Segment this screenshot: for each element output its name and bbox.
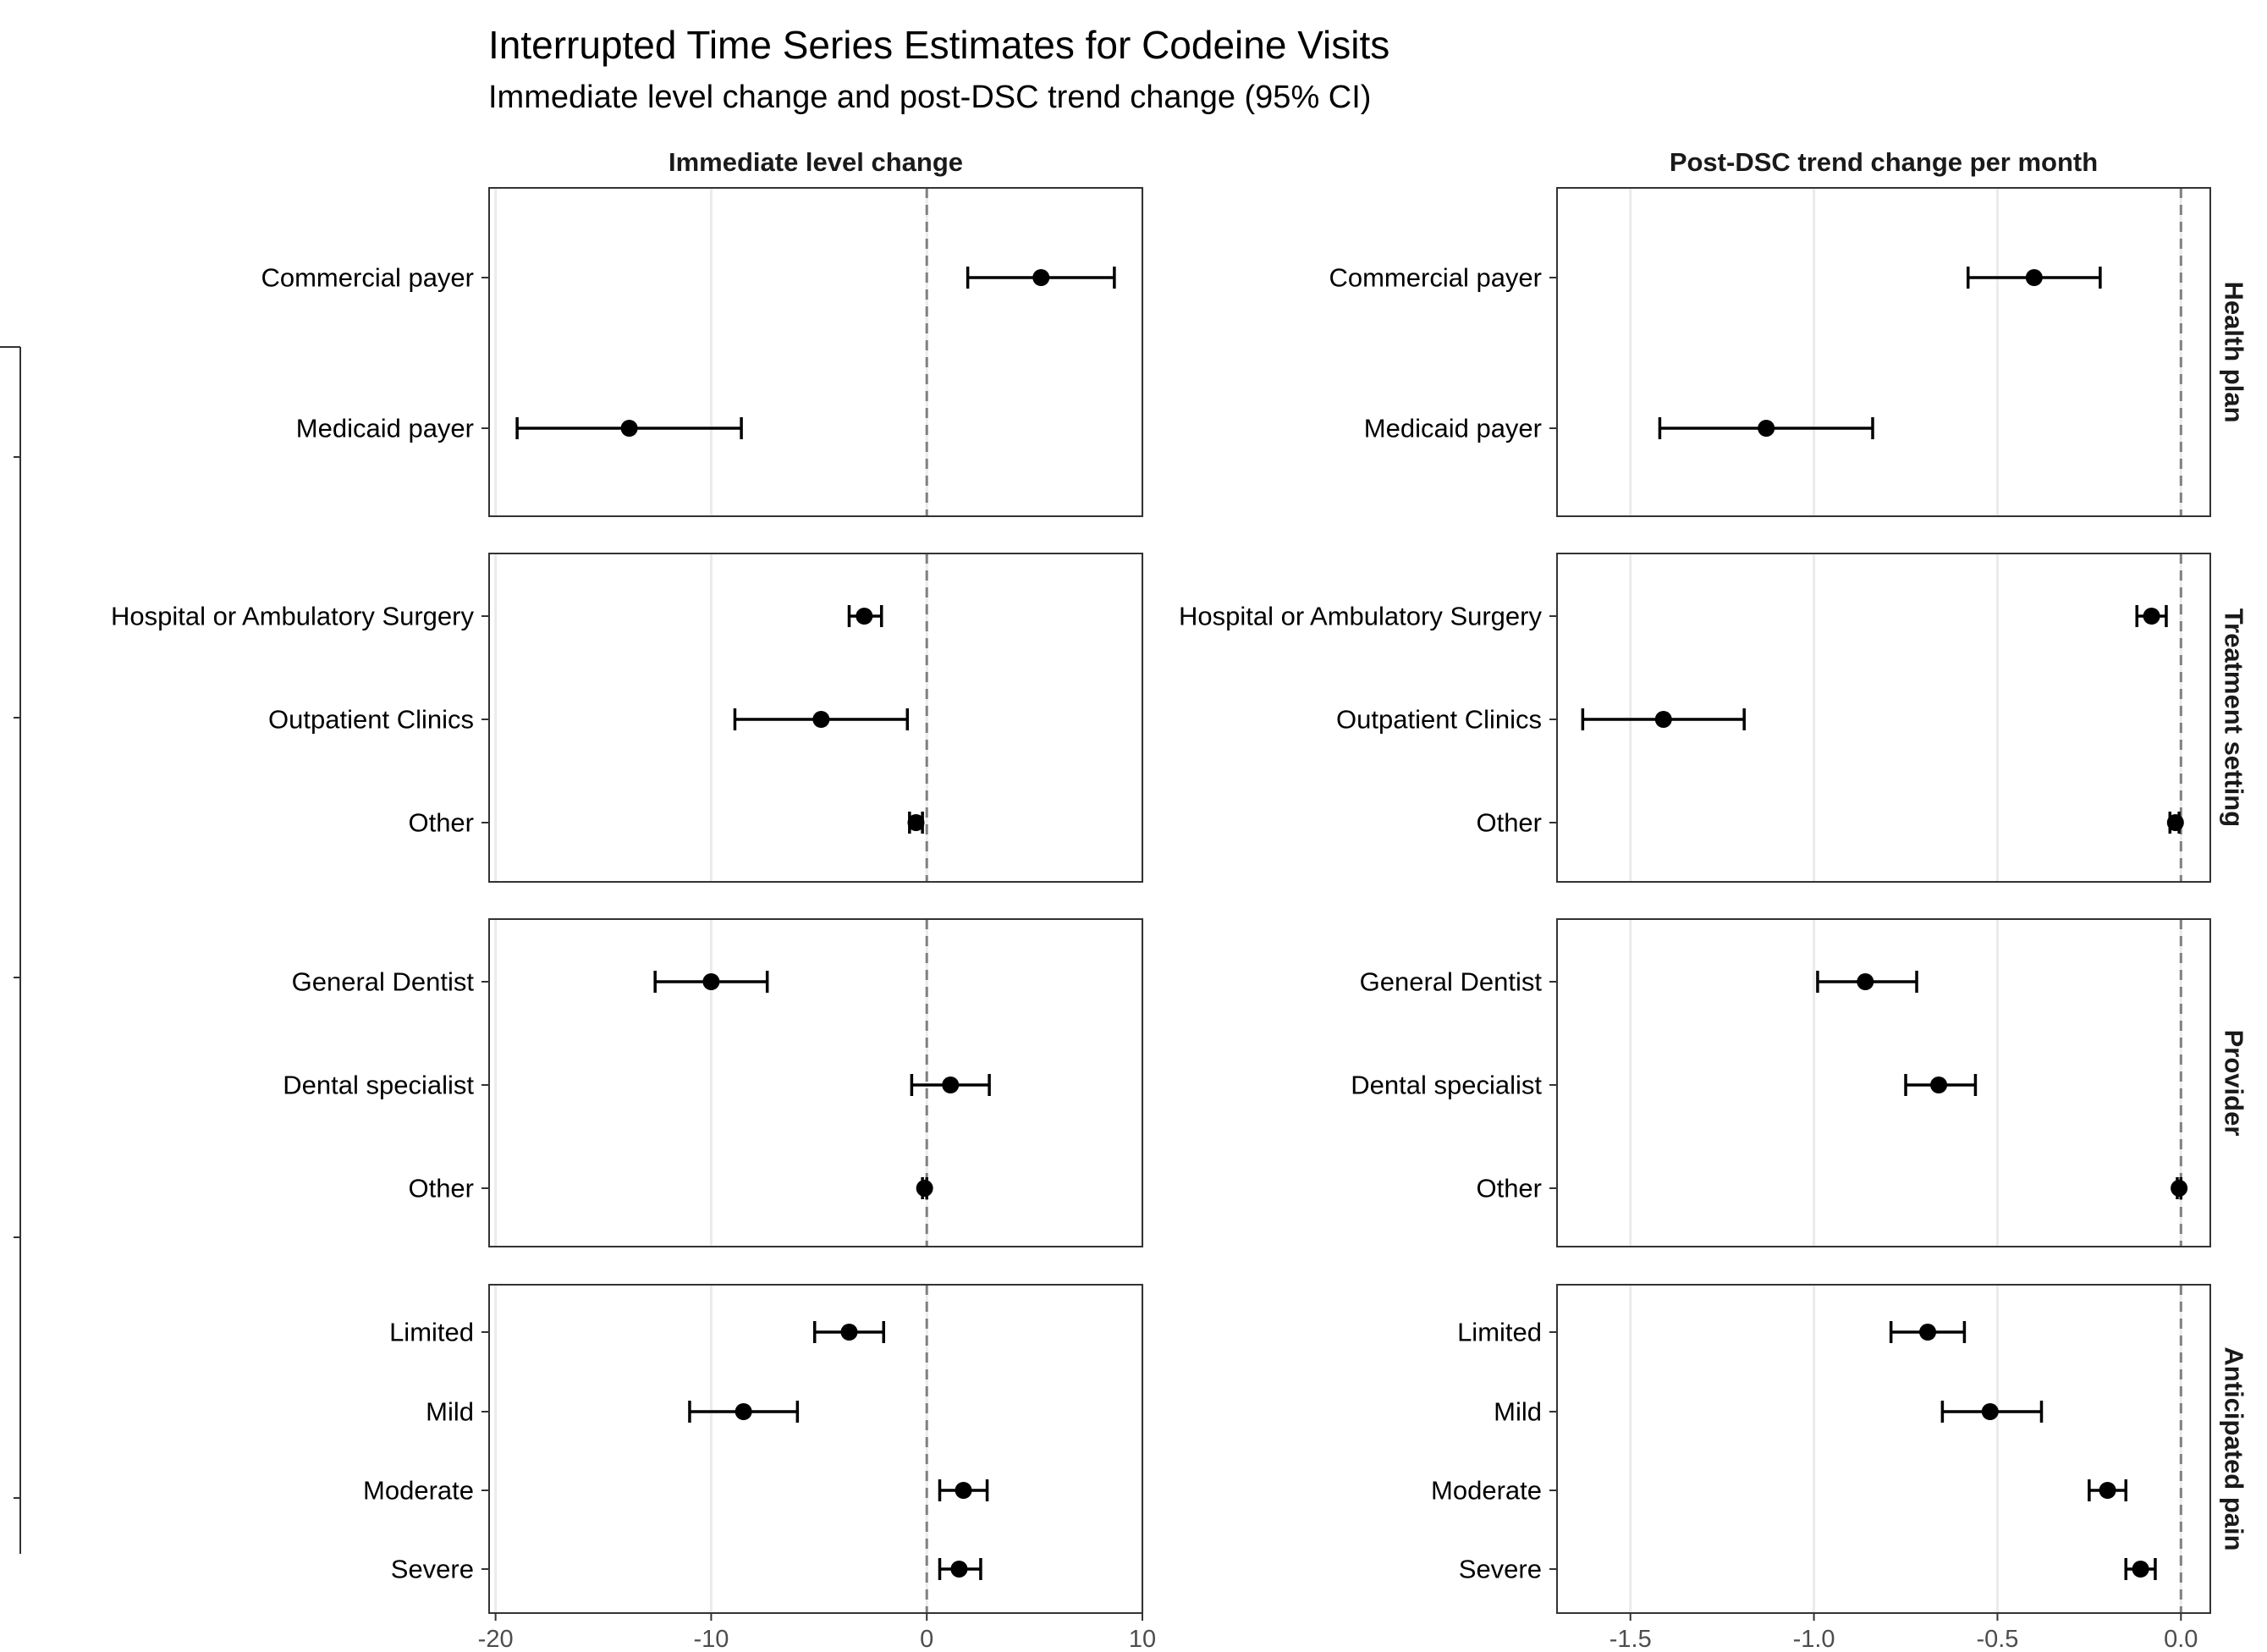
y-tick-label: Limited — [1457, 1318, 1542, 1347]
panel-background — [1557, 188, 2210, 516]
estimate-point — [2143, 608, 2160, 625]
estimate-point — [2025, 269, 2043, 286]
panel-border — [1556, 1284, 2211, 1614]
y-tick-label: Commercial payer — [261, 263, 474, 293]
y-tick-label: Medicaid payer — [1364, 414, 1542, 443]
chart-subtitle: Immediate level change and post-DSC tren… — [488, 80, 1372, 115]
estimate-point — [1930, 1077, 1948, 1093]
estimate-point — [1032, 269, 1050, 286]
panel-border — [488, 918, 1143, 1247]
estimate-point — [840, 1324, 858, 1341]
estimate-point — [856, 608, 873, 625]
y-tick-label: Outpatient Clinics — [268, 705, 474, 735]
column-strip-label: Immediate level change — [669, 147, 963, 177]
y-tick-label: Severe — [1459, 1555, 1542, 1584]
y-tick-label: Dental specialist — [1351, 1071, 1542, 1100]
x-tick-label: -10 — [693, 1626, 729, 1652]
estimate-point — [812, 711, 830, 728]
y-tick-label: Hospital or Ambulatory Surgery — [1179, 602, 1543, 631]
y-tick-label: Other — [408, 808, 474, 838]
panel-background — [489, 919, 1142, 1247]
panel-background — [489, 188, 1142, 516]
x-tick-label: -0.5 — [1976, 1626, 2018, 1652]
estimate-point — [955, 1482, 972, 1499]
panel-background — [1557, 919, 2210, 1247]
x-tick-label: 0 — [920, 1626, 933, 1652]
chart-title: Interrupted Time Series Estimates for Co… — [488, 23, 1390, 67]
estimate-point — [950, 1561, 968, 1578]
estimate-point — [702, 973, 720, 990]
y-tick-label: Other — [408, 1174, 474, 1203]
y-tick-label: Moderate — [1431, 1476, 1542, 1506]
x-tick-label: 0.0 — [2164, 1626, 2198, 1652]
panel-border — [1556, 553, 2211, 883]
x-tick-label: -1.0 — [1793, 1626, 1835, 1652]
y-tick-label: Outpatient Clinics — [1336, 705, 1542, 735]
panel-border — [1556, 187, 2211, 517]
y-tick-label: Medicaid payer — [296, 414, 474, 443]
y-tick-label: Commercial payer — [1329, 263, 1542, 293]
estimate-point — [916, 1180, 933, 1197]
y-tick-label: Limited — [389, 1318, 474, 1347]
estimate-point — [1857, 973, 1874, 990]
estimate-point — [735, 1403, 752, 1420]
panel-border — [488, 553, 1143, 883]
estimate-point — [942, 1077, 960, 1093]
y-tick-label: Hospital or Ambulatory Surgery — [111, 602, 475, 631]
panel-background — [1557, 553, 2210, 882]
panel-border — [1556, 918, 2211, 1247]
estimate-point — [2099, 1482, 2116, 1499]
y-tick-label: Other — [1476, 808, 1542, 838]
row-strip-label: Anticipated pain — [2220, 1346, 2249, 1550]
y-tick-label: Dental specialist — [283, 1071, 474, 1100]
y-tick-label: Moderate — [363, 1476, 474, 1506]
row-strip-label: Treatment setting — [2220, 608, 2249, 827]
x-tick-label: -20 — [478, 1626, 514, 1652]
estimate-point — [1919, 1324, 1937, 1341]
estimate-point — [620, 420, 638, 437]
estimate-point — [2171, 1180, 2188, 1197]
y-tick-label: Mild — [426, 1397, 474, 1427]
row-strip-label: Provider — [2220, 1030, 2249, 1137]
estimate-point — [907, 814, 925, 831]
estimate-point — [2132, 1561, 2149, 1578]
x-tick-label: 10 — [1129, 1626, 1156, 1652]
y-tick-label: General Dentist — [292, 967, 475, 997]
estimate-point — [2166, 814, 2184, 831]
column-strip-label: Post-DSC trend change per month — [1670, 147, 2098, 177]
panel-background — [1557, 1285, 2210, 1613]
estimate-point — [1758, 420, 1775, 437]
y-tick-label: General Dentist — [1360, 967, 1543, 997]
y-tick-label: Mild — [1494, 1397, 1542, 1427]
x-tick-label: -1.5 — [1609, 1626, 1652, 1652]
estimate-point — [1981, 1403, 1999, 1420]
row-strip-label: Health plan — [2220, 281, 2249, 422]
panel-border — [488, 187, 1143, 517]
y-tick-label: Severe — [391, 1555, 474, 1584]
y-tick-label: Other — [1476, 1174, 1542, 1203]
panel-border — [488, 1284, 1143, 1614]
estimate-point — [1654, 711, 1672, 728]
